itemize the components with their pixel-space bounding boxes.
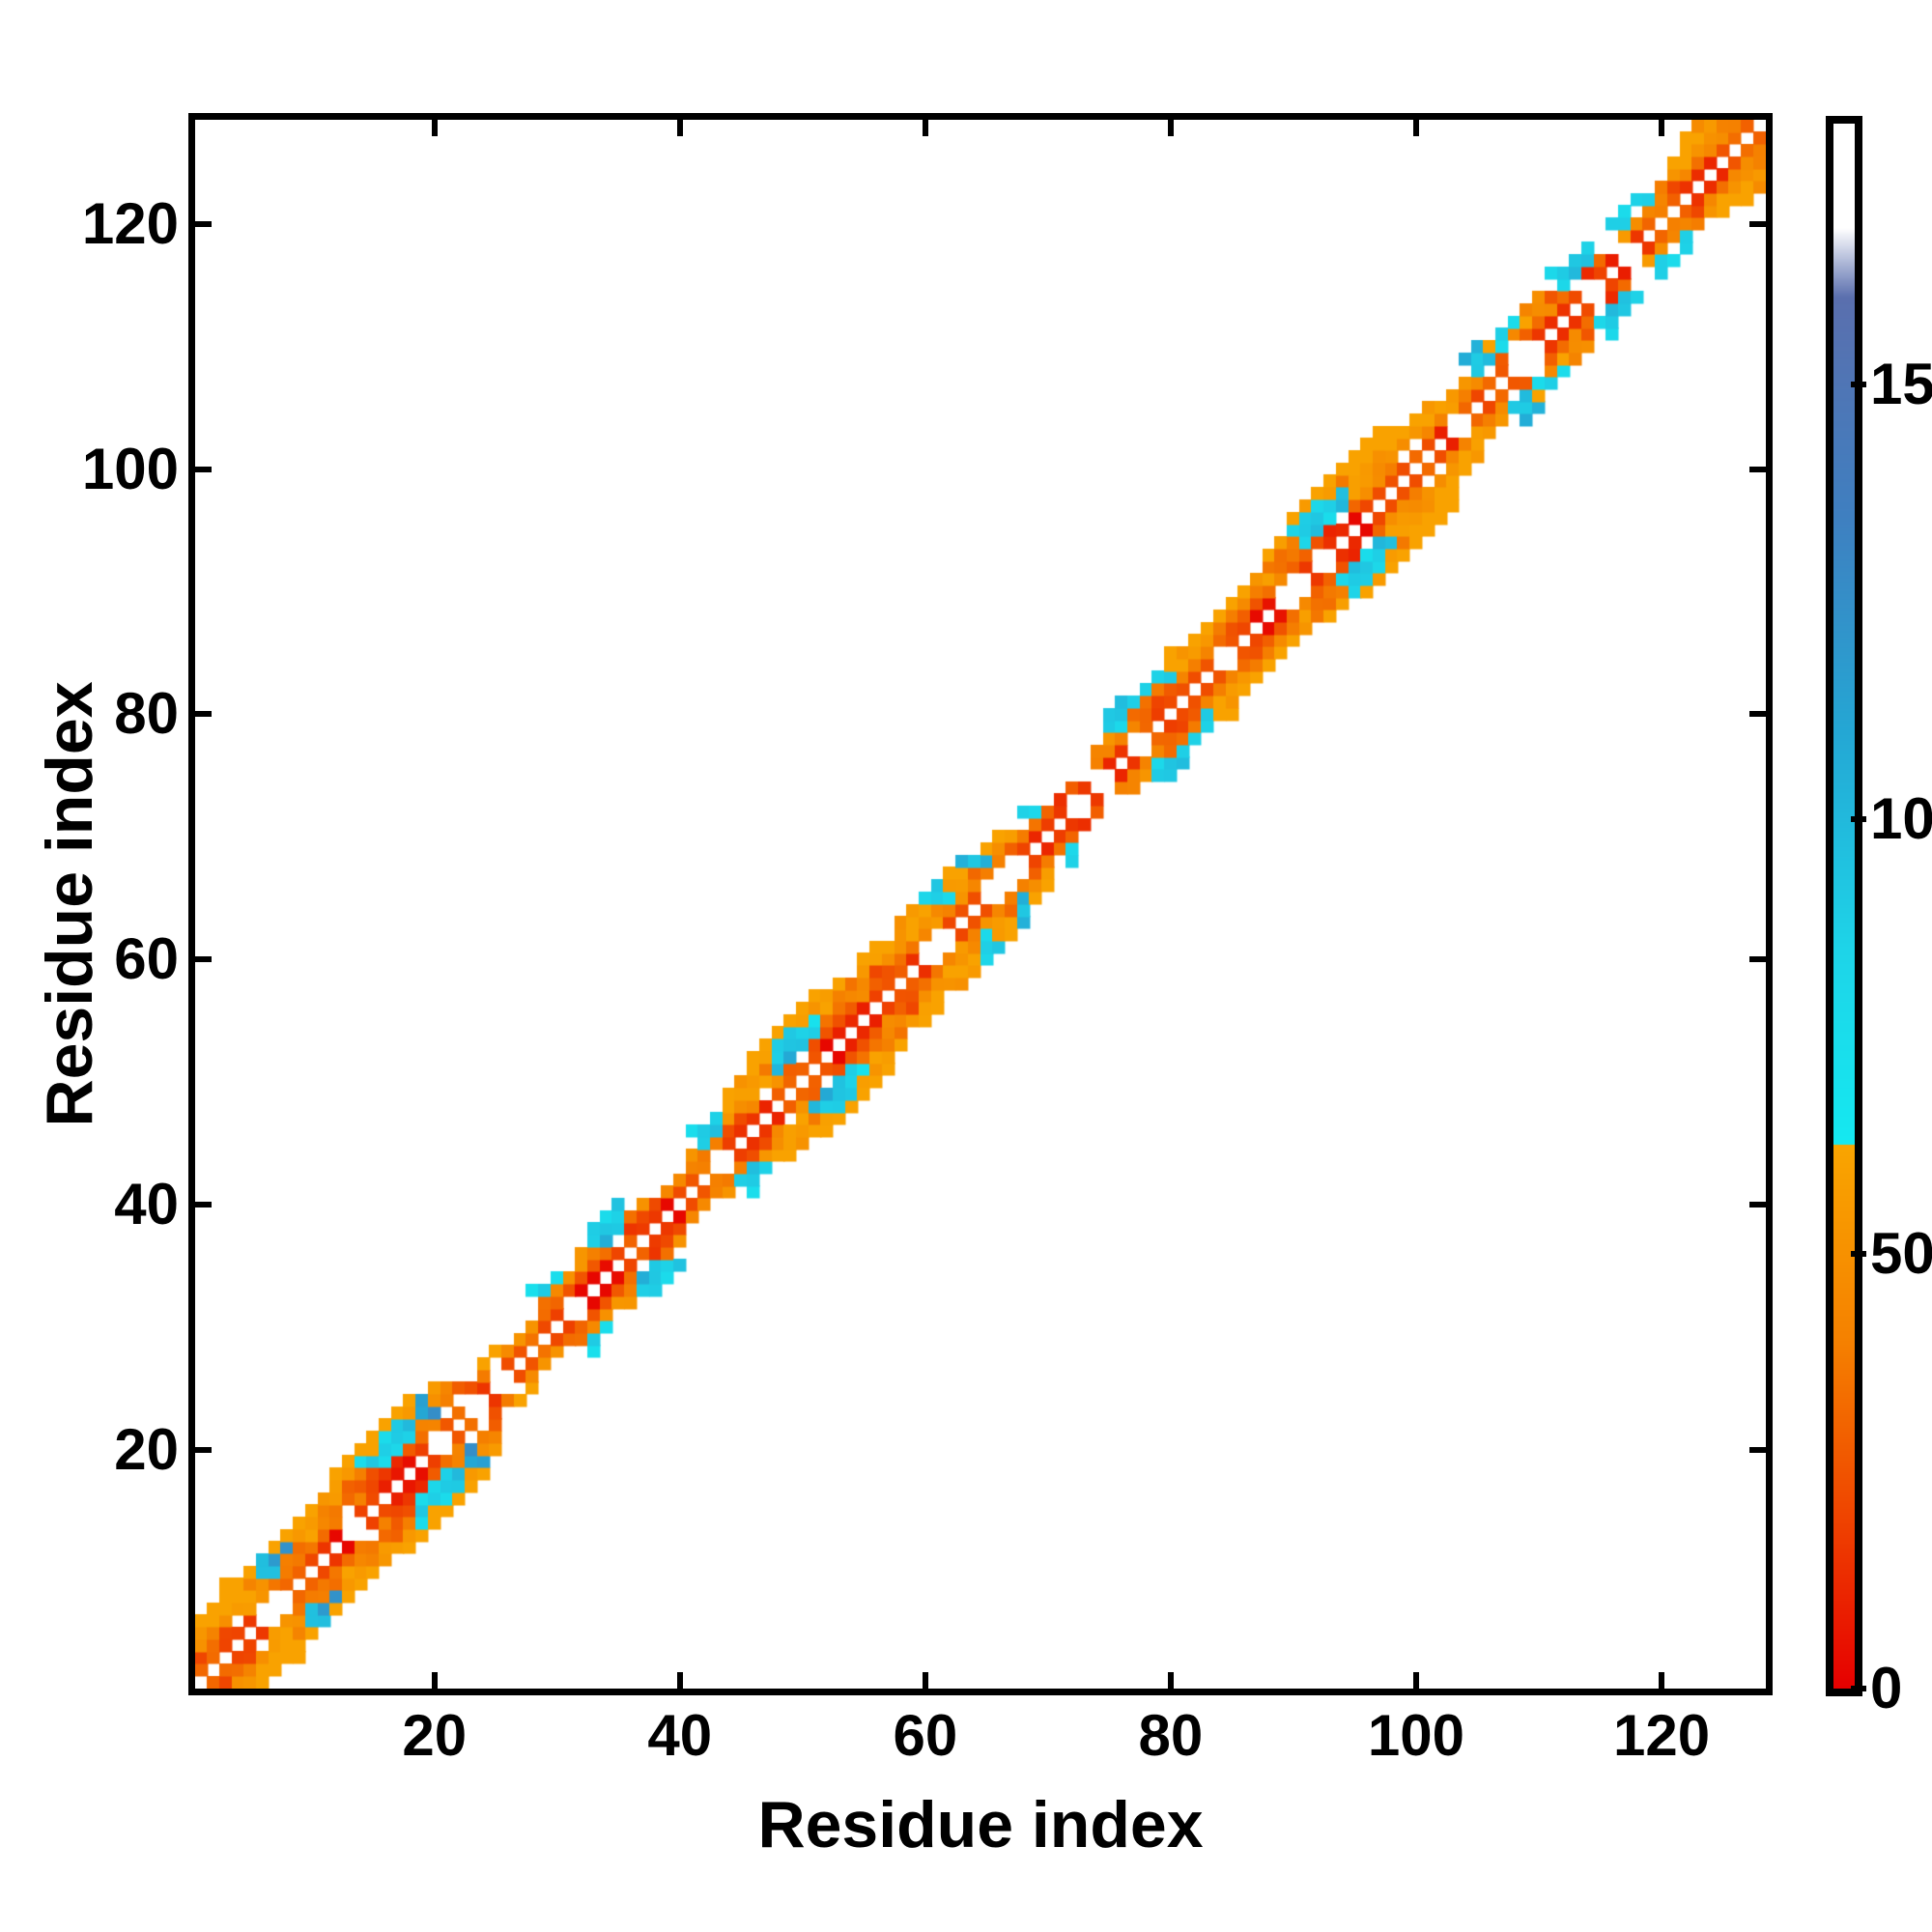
y-tick-60 <box>195 956 212 963</box>
y-tick-label-60: 60 <box>114 926 179 992</box>
y-tick-right-80 <box>1749 711 1766 718</box>
y-tick-40 <box>195 1201 212 1208</box>
x-tick-top-40 <box>676 120 683 136</box>
y-tick-label-100: 100 <box>81 436 179 501</box>
x-tick-60 <box>922 1672 928 1689</box>
x-tick-top-100 <box>1412 120 1419 136</box>
y-tick-right-20 <box>1749 1446 1766 1453</box>
y-tick-right-100 <box>1749 466 1766 472</box>
y-tick-right-40 <box>1749 1201 1766 1208</box>
y-tick-100 <box>195 466 212 472</box>
y-tick-80 <box>195 711 212 718</box>
x-tick-top-20 <box>431 120 438 136</box>
colorbar-tick-150 <box>1851 382 1866 387</box>
x-tick-120 <box>1659 1672 1665 1689</box>
contact-map-canvas <box>195 120 1766 1689</box>
colorbar-tick-50 <box>1851 1251 1866 1257</box>
x-tick-100 <box>1412 1672 1419 1689</box>
x-tick-80 <box>1167 1672 1174 1689</box>
colorbar-tick-label-50: 50 <box>1870 1221 1932 1286</box>
x-tick-top-80 <box>1167 120 1174 136</box>
y-tick-120 <box>195 220 212 227</box>
colorbar-tick-0 <box>1851 1686 1866 1691</box>
x-tick-label-20: 20 <box>402 1703 468 1768</box>
x-tick-label-80: 80 <box>1138 1703 1204 1768</box>
x-tick-20 <box>431 1672 438 1689</box>
colorbar-tick-label-150: 150 <box>1870 352 1932 416</box>
y-tick-label-80: 80 <box>114 681 179 747</box>
x-tick-40 <box>676 1672 683 1689</box>
x-tick-label-60: 60 <box>893 1703 958 1768</box>
y-tick-label-120: 120 <box>81 190 179 256</box>
x-tick-label-100: 100 <box>1367 1703 1465 1768</box>
colorbar <box>1826 116 1862 1696</box>
y-axis-title: Residue index <box>33 681 106 1127</box>
y-tick-label-40: 40 <box>114 1171 179 1236</box>
x-tick-label-40: 40 <box>647 1703 713 1768</box>
x-tick-top-60 <box>922 120 928 136</box>
y-tick-right-60 <box>1749 956 1766 963</box>
y-tick-20 <box>195 1446 212 1453</box>
colorbar-gradient <box>1833 124 1855 1689</box>
x-tick-label-120: 120 <box>1612 1703 1711 1768</box>
heatmap-plot-area <box>188 113 1773 1695</box>
colorbar-tick-label-100: 100 <box>1870 786 1932 851</box>
y-tick-label-20: 20 <box>114 1416 179 1482</box>
colorbar-tick-100 <box>1851 816 1866 822</box>
x-axis-title: Residue index <box>757 1788 1204 1861</box>
x-tick-top-120 <box>1659 120 1665 136</box>
colorbar-tick-label-0: 0 <box>1870 1656 1903 1720</box>
y-tick-right-120 <box>1749 220 1766 227</box>
